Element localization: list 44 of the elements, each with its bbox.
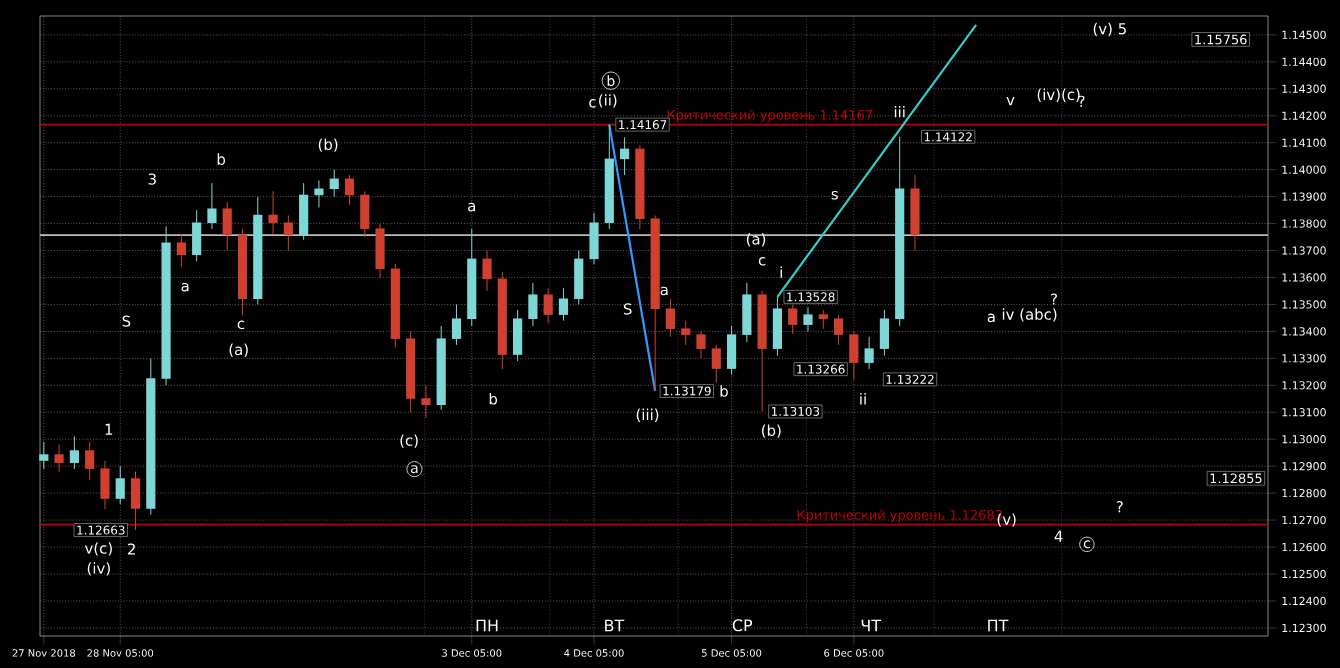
candlestick bbox=[696, 330, 706, 359]
candlestick bbox=[864, 336, 874, 370]
candlestick bbox=[681, 320, 691, 346]
candlestick bbox=[528, 282, 538, 327]
candlestick bbox=[344, 174, 355, 206]
candlestick bbox=[574, 250, 584, 305]
candlestick bbox=[360, 190, 370, 238]
candlestick bbox=[833, 314, 844, 346]
candlestick bbox=[482, 250, 492, 292]
candlestick bbox=[176, 233, 186, 268]
candlestick bbox=[772, 296, 783, 357]
candlestick bbox=[788, 303, 798, 335]
candlestick bbox=[711, 344, 721, 384]
candlestick bbox=[879, 309, 889, 357]
candlestick bbox=[192, 209, 202, 262]
candlestick bbox=[589, 212, 599, 265]
candlestick bbox=[451, 303, 462, 346]
candlestick bbox=[299, 182, 309, 241]
candlestick bbox=[85, 441, 95, 481]
candlestick bbox=[818, 309, 828, 330]
candlestick bbox=[314, 179, 324, 208]
candlestick bbox=[69, 436, 79, 470]
candlestick bbox=[39, 441, 49, 470]
candlestick bbox=[115, 465, 125, 505]
candlestick bbox=[283, 214, 293, 252]
candlestick bbox=[849, 330, 859, 380]
candlestick bbox=[665, 298, 676, 338]
candlestick bbox=[726, 325, 737, 376]
candlestick bbox=[620, 136, 630, 176]
candlestick bbox=[558, 287, 569, 322]
candlestick bbox=[543, 287, 553, 324]
candlestick bbox=[742, 282, 752, 343]
candlestick bbox=[100, 460, 110, 510]
candlestick bbox=[375, 223, 385, 278]
candlestick bbox=[54, 444, 64, 473]
candlestick bbox=[513, 309, 523, 362]
candlestick bbox=[130, 471, 141, 531]
candlestick bbox=[329, 169, 339, 198]
candlestick bbox=[207, 182, 217, 230]
candlestick bbox=[803, 306, 813, 332]
candlestick bbox=[910, 174, 920, 252]
candlestick bbox=[222, 201, 232, 252]
candlestick bbox=[421, 384, 431, 419]
candlestick bbox=[268, 190, 278, 235]
